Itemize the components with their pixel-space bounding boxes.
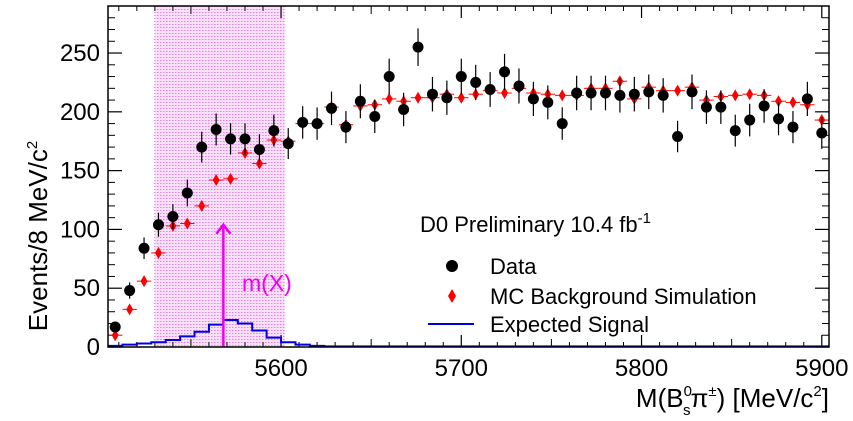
data-point <box>138 242 150 254</box>
data-point <box>268 125 280 137</box>
y-tick-label: 100 <box>60 216 100 243</box>
y-tick-label: 200 <box>60 99 100 126</box>
y-tick-label: 150 <box>60 158 100 185</box>
data-point <box>758 100 770 112</box>
y-tick-label: 0 <box>87 334 100 361</box>
data-point <box>773 113 785 125</box>
mc-point <box>154 246 162 259</box>
y-tick-label: 50 <box>73 275 100 302</box>
mc-point <box>183 217 191 230</box>
x-tick-label: 5800 <box>615 355 668 382</box>
data-point <box>585 87 597 99</box>
data-point <box>196 141 208 153</box>
data-point <box>499 66 511 78</box>
mc-point <box>746 88 754 101</box>
x-axis-title: M(B0 sπ±) [MeV/c2] <box>636 383 829 419</box>
data-point <box>729 125 741 137</box>
legend-signal-label: Expected Signal <box>490 312 649 337</box>
mc-point <box>414 91 422 104</box>
data-point <box>167 210 179 222</box>
mc-point <box>501 87 509 100</box>
data-point <box>527 93 539 105</box>
data-point <box>124 285 136 297</box>
data-point <box>657 89 669 101</box>
mc-point <box>212 174 220 187</box>
y-axis-title: Events/8 MeV/c2 <box>23 141 53 331</box>
data-point <box>672 131 684 143</box>
x-tick-label: 5600 <box>254 355 307 382</box>
legend: Data MC Background Simulation Expected S… <box>428 254 757 337</box>
legend-data-marker <box>446 260 458 272</box>
data-point <box>455 71 467 83</box>
data-point <box>470 76 482 88</box>
data-point <box>282 138 294 150</box>
data-series <box>109 28 828 333</box>
data-point <box>311 118 323 130</box>
data-point <box>297 116 309 128</box>
legend-mc-label: MC Background Simulation <box>490 284 757 309</box>
data-point <box>210 123 222 135</box>
data-point <box>801 93 813 105</box>
mc-point <box>385 92 393 105</box>
mc-point <box>731 89 739 102</box>
data-point <box>484 83 496 95</box>
data-point <box>181 187 193 199</box>
x-tick-label: 5900 <box>795 355 848 382</box>
mc-point <box>126 303 134 316</box>
data-point <box>109 321 121 333</box>
data-point <box>599 87 611 99</box>
mc-point <box>227 172 235 185</box>
data-point <box>383 71 395 83</box>
mc-point <box>111 329 119 342</box>
data-point <box>513 80 525 92</box>
data-point <box>571 87 583 99</box>
mass-arrow <box>215 222 232 347</box>
data-point <box>816 127 828 139</box>
data-point <box>340 121 352 133</box>
mass-arrow-head <box>215 222 232 235</box>
data-point <box>628 88 640 100</box>
x-tick-label: 5700 <box>435 355 488 382</box>
y-tick-label: 250 <box>60 40 100 67</box>
signal-region-band <box>154 6 285 347</box>
mc-point <box>674 84 682 97</box>
mc-point <box>558 89 566 102</box>
legend-data-label: Data <box>490 254 537 279</box>
data-point <box>369 111 381 123</box>
mc-point <box>789 96 797 109</box>
data-point <box>542 96 554 108</box>
data-point <box>239 133 251 145</box>
legend-mc-marker <box>448 289 456 303</box>
tick-labels: 5600 5700 5800 5900 0 50 100 150 200 250 <box>60 40 849 382</box>
data-point <box>412 41 424 53</box>
data-point <box>253 143 265 155</box>
data-point <box>614 89 626 101</box>
data-point <box>643 86 655 98</box>
data-point <box>715 101 727 113</box>
data-point <box>398 103 410 115</box>
annotation-text: D0 Preliminary 10.4 fb-1 <box>420 210 651 237</box>
data-point <box>225 133 237 145</box>
data-point <box>744 114 756 126</box>
data-point <box>787 121 799 133</box>
signal-band-fill <box>154 6 285 347</box>
data-point <box>152 219 164 231</box>
data-point <box>700 101 712 113</box>
mc-point <box>457 91 465 104</box>
data-point <box>441 92 453 104</box>
data-point <box>686 86 698 98</box>
data-point <box>426 88 438 100</box>
mc-point <box>140 275 148 288</box>
data-point <box>326 102 338 114</box>
data-point <box>354 95 366 107</box>
mc-point <box>775 95 783 108</box>
data-point <box>556 118 568 130</box>
arrow-label: m(X) <box>242 270 292 296</box>
plot-frame <box>107 5 830 348</box>
mc-point <box>198 199 206 212</box>
